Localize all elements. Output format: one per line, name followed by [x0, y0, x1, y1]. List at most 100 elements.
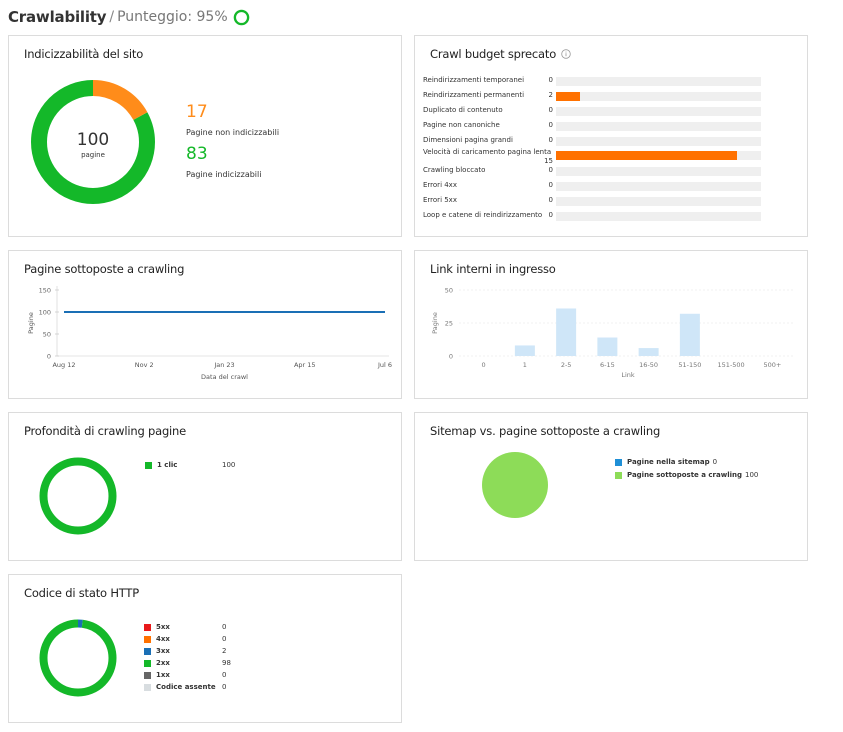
crawl-budget-row[interactable]: Errori 4xx 0 [423, 181, 783, 191]
depth-1-click-segment [39, 457, 117, 535]
legend-label: Pagine sottoposte a crawling [627, 471, 742, 479]
legend-value: 2 [222, 647, 227, 655]
crawl-budget-row[interactable]: Crawling bloccato 0 [423, 166, 783, 176]
crawl-budget-bar-fill [556, 92, 581, 101]
x-tick-label: 1 [523, 361, 527, 369]
indexable-count: 83 [186, 144, 208, 164]
http-status-segment [39, 619, 117, 697]
crawl-budget-row-value: 0 [548, 196, 553, 204]
crawl-budget-row-label: Pagine non canoniche [423, 121, 500, 129]
crawl-budget-row-value: 0 [548, 181, 553, 189]
crawl-budget-bar-track [556, 167, 761, 176]
legend-item[interactable]: 3xx 2 [144, 647, 226, 655]
http-status-card: Codice di stato HTTP 5xx 0 4xx 0 3xx 2 2xx 98 1x… [8, 574, 402, 723]
crawl-budget-row-label: Crawling bloccato [423, 166, 486, 174]
crawl-budget-row[interactable]: Errori 5xx 0 [423, 196, 783, 206]
crawl-budget-row[interactable]: Dimensioni pagina grandi 0 [423, 136, 783, 146]
link-bar[interactable] [638, 348, 659, 356]
crawl-budget-bar-track [556, 212, 761, 221]
y-tick-label: 50 [445, 287, 453, 295]
link-bar[interactable] [597, 337, 618, 356]
legend-item[interactable]: Pagine nella sitemap 0 [615, 458, 717, 466]
indexable-label: Pagine indicizzabili [186, 170, 262, 179]
crawl-budget-row-label: Duplicato di contenuto [423, 106, 503, 114]
legend-value: 98 [222, 659, 231, 667]
non-indexable-segment [31, 80, 155, 204]
link-bar[interactable] [514, 345, 535, 356]
info-icon[interactable] [561, 49, 571, 59]
crawl-budget-row-label: Loop e catene di reindirizzamento [423, 211, 543, 219]
internal-links-bar-chart: 50 25 0 Pagine 0 1 2-5 6-15 16-50 51-150 151-500 50… [431, 287, 793, 379]
x-tick-label: 151-500 [718, 361, 745, 369]
donut-center-value: 100 [77, 130, 109, 150]
legend-label: 1xx [156, 671, 170, 679]
legend-swatch [144, 671, 151, 679]
crawl-budget-row[interactable]: Pagine non canoniche 0 [423, 121, 783, 131]
crawl-budget-row[interactable]: Reindirizzamenti permanenti 2 [423, 91, 783, 101]
crawl-budget-bar-track [556, 182, 761, 191]
crawl-budget-row[interactable]: Duplicato di contenuto 0 [423, 106, 783, 116]
crawl-budget-row[interactable]: Loop e catene di reindirizzamento 0 [423, 211, 783, 221]
page-title: Crawlability [8, 8, 107, 26]
crawl-budget-row-label: Velocità di caricamento pagina lenta [423, 148, 552, 156]
y-axis-title: Pagine [431, 312, 439, 334]
legend-label: 2xx [156, 659, 170, 667]
y-tick-label: 25 [445, 320, 453, 328]
crawl-budget-card: Crawl budget sprecato Reindirizzamenti t… [414, 35, 808, 237]
non-indexable-count: 17 [186, 102, 208, 122]
indexability-card: Indicizzabilità del sito 100 pagine 17 P… [8, 35, 402, 237]
crawl-budget-row-value: 0 [548, 121, 553, 129]
link-bar[interactable] [556, 308, 577, 356]
x-tick-label: Apr 15 [294, 361, 316, 369]
legend-item[interactable]: Pagine sottoposte a crawling 100 [615, 471, 758, 479]
page-header: Crawlability / Punteggio: 95% [8, 6, 250, 28]
legend-swatch [145, 461, 152, 469]
legend-label: 3xx [156, 647, 170, 655]
indexability-donut: 100 pagine [31, 80, 155, 204]
crawl-budget-bar-track [556, 137, 761, 146]
y-axis-title: Pagine [27, 312, 35, 334]
crawl-depth-card: Profondità di crawling pagine 1 clic 100 [8, 412, 402, 561]
y-tick-label: 0 [449, 353, 453, 361]
crawl-budget-row-label: Reindirizzamenti permanenti [423, 91, 525, 99]
x-tick-label: Nov 2 [135, 361, 154, 369]
legend-swatch [144, 659, 151, 667]
crawl-budget-row[interactable]: Velocità di caricamento pagina lenta 15 [423, 148, 783, 165]
crawled-pages-slice [482, 452, 548, 518]
legend-item[interactable]: 1xx 0 [144, 671, 226, 679]
legend-item[interactable]: 2xx 98 [144, 659, 231, 667]
legend-swatch [615, 471, 622, 479]
legend-value: 0 [222, 683, 227, 691]
legend-label: 5xx [156, 623, 170, 631]
crawl-budget-row-label: Reindirizzamenti temporanei [423, 76, 525, 84]
legend-swatch [615, 458, 622, 466]
crawl-budget-row-label: Dimensioni pagina grandi [423, 136, 513, 144]
crawl-budget-row-value: 0 [548, 106, 553, 114]
internal-links-card: Link interni in ingresso 50 25 0 Pagine 0 1 2-… [414, 250, 808, 399]
crawl-budget-bar-track [556, 92, 761, 101]
crawl-budget-title: Crawl budget sprecato [430, 47, 557, 61]
x-tick-label: 51-150 [678, 361, 701, 369]
legend-item[interactable]: 5xx 0 [144, 623, 226, 631]
x-tick-label: 6-15 [600, 361, 615, 369]
y-tick-label: 0 [47, 353, 51, 361]
x-axis-title: Data del crawl [201, 373, 248, 381]
x-tick-label: 2-5 [561, 361, 572, 369]
legend-value: 0 [712, 458, 718, 466]
x-tick-label: 16-50 [639, 361, 658, 369]
crawl-budget-row-value: 0 [548, 211, 553, 219]
x-tick-label: Jan 23 [213, 361, 234, 369]
legend-item[interactable]: 4xx 0 [144, 635, 226, 643]
crawl-budget-header: Crawl budget sprecato [430, 47, 571, 61]
link-bar[interactable] [679, 313, 700, 356]
non-indexable-label: Pagine non indicizzabili [186, 128, 280, 137]
legend-item[interactable]: 1 clic 100 [145, 461, 235, 469]
x-tick-label: 500+ [763, 361, 781, 369]
crawl-depth-title: Profondità di crawling pagine [24, 424, 187, 438]
legend-item[interactable]: Codice assente 0 [144, 683, 226, 691]
crawl-budget-row[interactable]: Reindirizzamenti temporanei 0 [423, 76, 783, 86]
legend-label: 4xx [156, 635, 170, 643]
x-axis-title: Link [621, 371, 635, 379]
legend-swatch [144, 623, 151, 631]
legend-value: 0 [222, 623, 227, 631]
